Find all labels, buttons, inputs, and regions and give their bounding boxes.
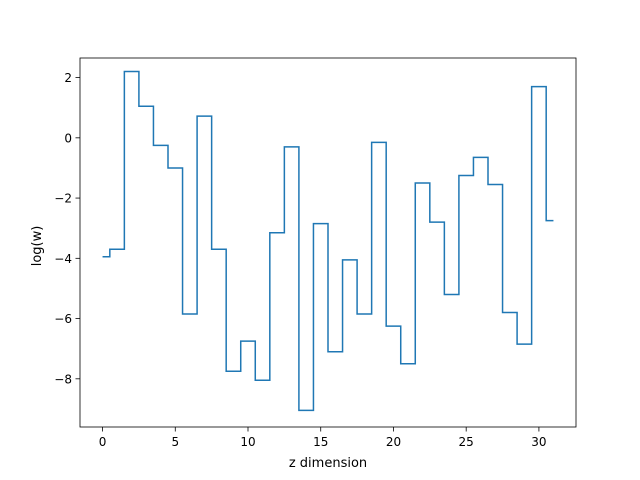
axes: 0 5 10 15 20 25 30 −8 −6 −4 −2 0 2 [54, 57, 577, 449]
plot-area [102, 70, 554, 412]
y-tick-label: −8 [54, 372, 72, 386]
y-tick-label: 2 [64, 71, 72, 85]
x-tick-label: 0 [99, 435, 107, 449]
x-tick-label: 10 [240, 435, 255, 449]
y-axis-label: log(w) [30, 226, 45, 267]
x-tick-label: 20 [386, 435, 401, 449]
x-axis-label: z dimension [289, 456, 367, 471]
y-tick-label: −2 [54, 192, 72, 206]
x-tick-label: 15 [313, 435, 328, 449]
y-tick-label: −4 [54, 252, 72, 266]
axes-frame [79, 57, 577, 428]
x-tick-label: 30 [531, 435, 546, 449]
y-tick-label: −6 [54, 312, 72, 326]
y-tick-label: 0 [64, 131, 72, 145]
x-tick-label: 25 [459, 435, 474, 449]
x-tick-label: 5 [171, 435, 179, 449]
series-step-line [102, 70, 554, 412]
